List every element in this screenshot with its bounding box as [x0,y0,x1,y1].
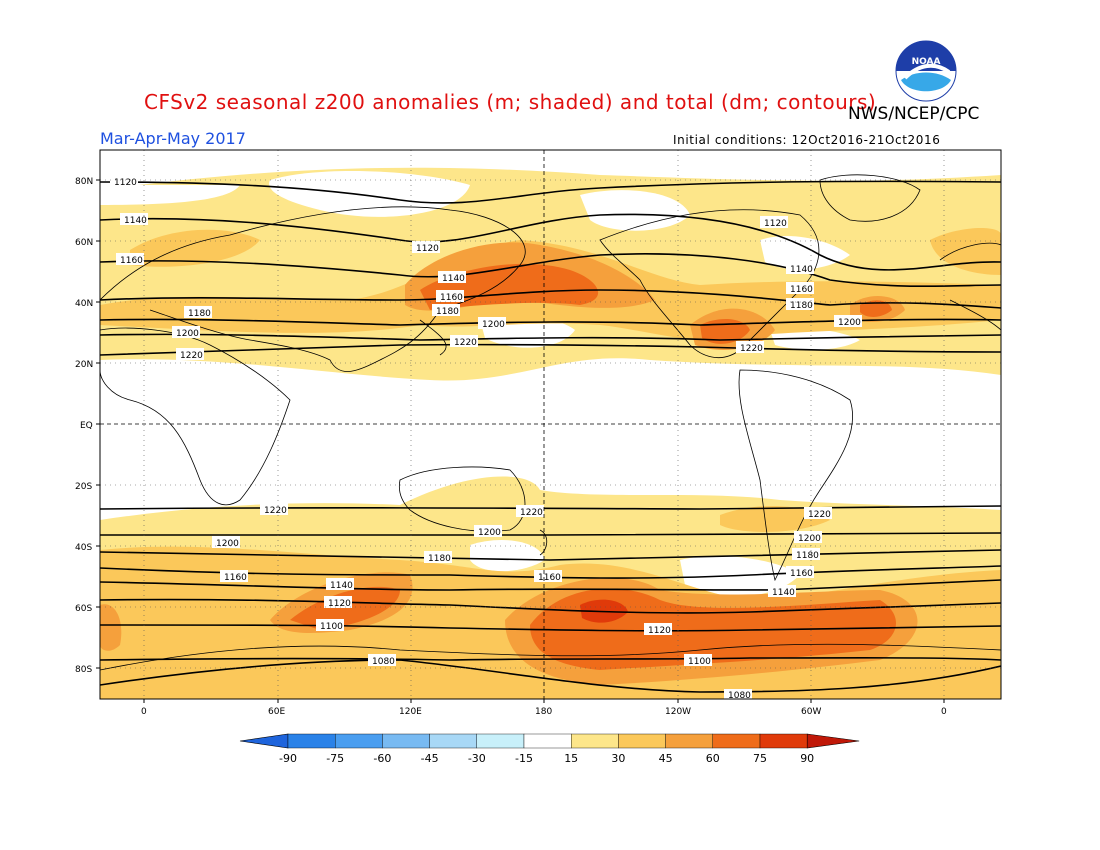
svg-text:1220: 1220 [740,344,763,354]
svg-text:1220: 1220 [454,338,477,348]
svg-text:1220: 1220 [520,508,543,518]
svg-text:1200: 1200 [176,329,199,339]
svg-text:1120: 1120 [416,244,439,254]
svg-text:1220: 1220 [180,351,203,361]
colorbar-swatch [476,733,525,749]
svg-text:1220: 1220 [808,510,831,520]
svg-text:1120: 1120 [648,626,671,636]
lat-label: 20N [75,360,93,370]
colorbar-label: -15 [515,752,533,765]
svg-text:1080: 1080 [372,657,395,667]
agency-label: NWS/NCEP/CPC [848,104,980,124]
svg-text:1160: 1160 [224,573,247,583]
graticule [100,150,1001,699]
colorbar-swatch [571,733,619,749]
svg-text:1140: 1140 [772,588,795,598]
colorbar-label: 15 [564,752,578,765]
lon-label: 60E [268,707,285,717]
svg-text:1140: 1140 [124,216,147,226]
lon-label: 120W [665,707,691,717]
svg-text:1080: 1080 [728,691,751,701]
svg-text:1160: 1160 [790,285,813,295]
svg-text:1120: 1120 [114,178,137,188]
svg-text:1180: 1180 [436,307,459,317]
svg-text:1140: 1140 [442,274,465,284]
svg-text:1160: 1160 [790,569,813,579]
colorbar-swatch [712,733,761,749]
lat-label: 20S [75,482,92,492]
lat-label: EQ [80,421,93,431]
colorbar-swatch [523,733,572,749]
colorbar-label: -60 [373,752,391,765]
svg-text:1140: 1140 [790,265,813,275]
lat-label: 80S [75,665,92,675]
svg-text:1200: 1200 [482,320,505,330]
colorbar-swatch [759,733,808,749]
contour-labels: 1120 1140 1160 1180 1200 1220 1120 1140 … [110,175,862,701]
svg-text:1200: 1200 [798,534,821,544]
svg-text:1100: 1100 [320,622,343,632]
colorbar-swatch [382,733,430,749]
svg-text:1200: 1200 [478,528,501,538]
svg-text:1100: 1100 [688,657,711,667]
colorbar-label: 30 [611,752,625,765]
colorbar-swatch [618,733,666,749]
lat-label: 40N [75,299,93,309]
colorbar-swatch [429,733,478,749]
colorbar-label: -75 [326,752,344,765]
svg-text:1140: 1140 [330,581,353,591]
lat-axis: 80N 60N 40N 20N EQ 20S 40S 60S 80S [75,177,100,675]
lon-label: 60W [801,707,821,717]
svg-text:1160: 1160 [120,256,143,266]
chart-title: CFSv2 seasonal z200 anomalies (m; shaded… [144,90,877,114]
colorbar-label: 60 [706,752,720,765]
lat-label: 60S [75,604,92,614]
svg-text:1160: 1160 [538,573,561,583]
svg-text:1120: 1120 [328,599,351,609]
coastlines [100,174,1001,671]
svg-text:1200: 1200 [216,539,239,549]
lon-label: 180 [535,707,552,717]
colorbar-label: -45 [421,752,439,765]
svg-text:1200: 1200 [838,318,861,328]
lon-label: 120E [399,707,422,717]
colorbar-swatch [287,733,336,749]
colorbar-arrow-high [806,733,860,749]
svg-text:1160: 1160 [440,293,463,303]
svg-text:1180: 1180 [428,554,451,564]
lon-axis: 0 60E 120E 180 120W 60W 0 [141,699,947,717]
svg-text:1180: 1180 [188,309,211,319]
lon-label: 0 [941,707,947,717]
colorbar-label: 75 [753,752,767,765]
season-label: Mar-Apr-May 2017 [100,129,246,148]
lon-label: 0 [141,707,147,717]
logo-text: NOAA [912,57,941,67]
svg-text:1120: 1120 [764,219,787,229]
svg-text:1180: 1180 [796,551,819,561]
noaa-logo: NOAA [895,40,957,102]
initial-conditions: Initial conditions: 12Oct2016-21Oct2016 [673,133,941,147]
svg-text:1220: 1220 [264,506,287,516]
lat-label: 60N [75,238,93,248]
colorbar: -90 -75 -60 -45 -30 -15 15 30 45 60 75 90 [239,733,860,765]
colorbar-label: 45 [659,752,673,765]
lat-label: 40S [75,543,92,553]
svg-text:1180: 1180 [790,301,813,311]
colorbar-label: -90 [279,752,297,765]
colorbar-swatch [335,733,383,749]
colorbar-label: 90 [800,752,814,765]
lat-label: 80N [75,177,93,187]
colorbar-label: -30 [468,752,486,765]
colorbar-arrow-low [239,733,289,749]
colorbar-swatch [665,733,713,749]
